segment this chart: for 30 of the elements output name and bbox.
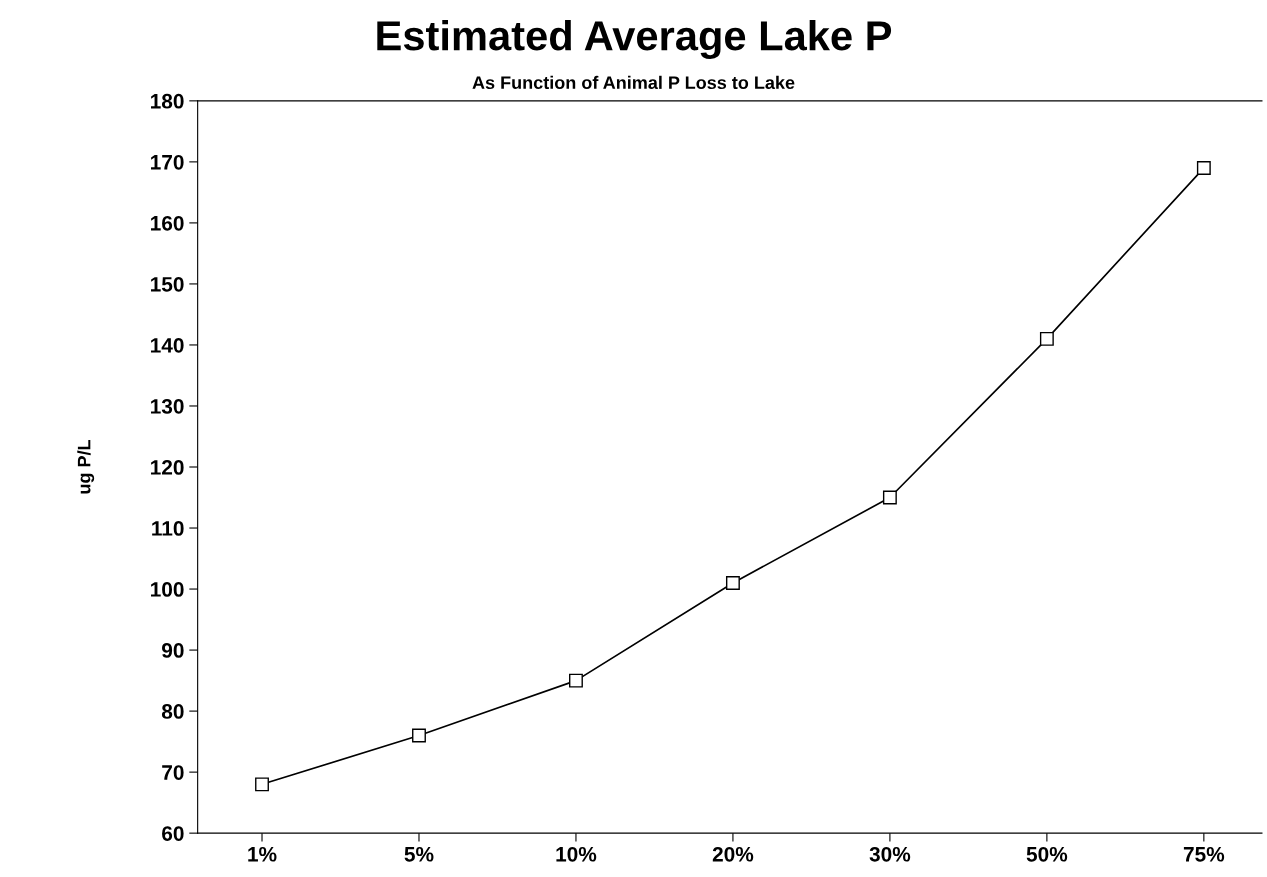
y-tick-label: 90 bbox=[162, 643, 184, 658]
x-tick-label: 75% bbox=[1183, 846, 1225, 862]
y-tick-label: 80 bbox=[161, 704, 184, 719]
x-tick-label: 10% bbox=[556, 846, 597, 862]
y-tick-label: 160 bbox=[151, 215, 184, 231]
chart-subtitle: As Function of Animal P Loss to Lake bbox=[472, 75, 795, 90]
y-tick-label: 170 bbox=[151, 154, 184, 170]
y-tick-label: 60 bbox=[162, 826, 184, 841]
point bbox=[1196, 161, 1211, 175]
y-tick-label: 140 bbox=[151, 337, 184, 353]
x-tick-label: 30% bbox=[869, 846, 911, 862]
x-tick-label: 5% bbox=[404, 846, 434, 862]
y-tick-label: 180 bbox=[151, 93, 184, 109]
x-tick-label: 1% bbox=[248, 846, 277, 862]
y-tick-label: 110 bbox=[152, 521, 184, 536]
point bbox=[882, 490, 897, 505]
point bbox=[569, 673, 583, 688]
y-tick-label: 120 bbox=[151, 460, 184, 475]
y-tick-label: 70 bbox=[162, 765, 184, 780]
y-tick-label: 130 bbox=[151, 398, 184, 414]
point bbox=[412, 728, 426, 743]
point bbox=[1039, 331, 1054, 346]
x-tick-label: 50% bbox=[1026, 846, 1068, 862]
point bbox=[725, 576, 740, 590]
x-tick-label: 20% bbox=[712, 846, 754, 862]
chart-title: Estimated Average Lake P bbox=[377, 19, 892, 59]
point bbox=[255, 777, 269, 792]
y-tick-label: 100 bbox=[151, 582, 184, 597]
y-tick-label: 150 bbox=[151, 276, 184, 292]
y-axis-title: ug P/L bbox=[77, 439, 95, 494]
